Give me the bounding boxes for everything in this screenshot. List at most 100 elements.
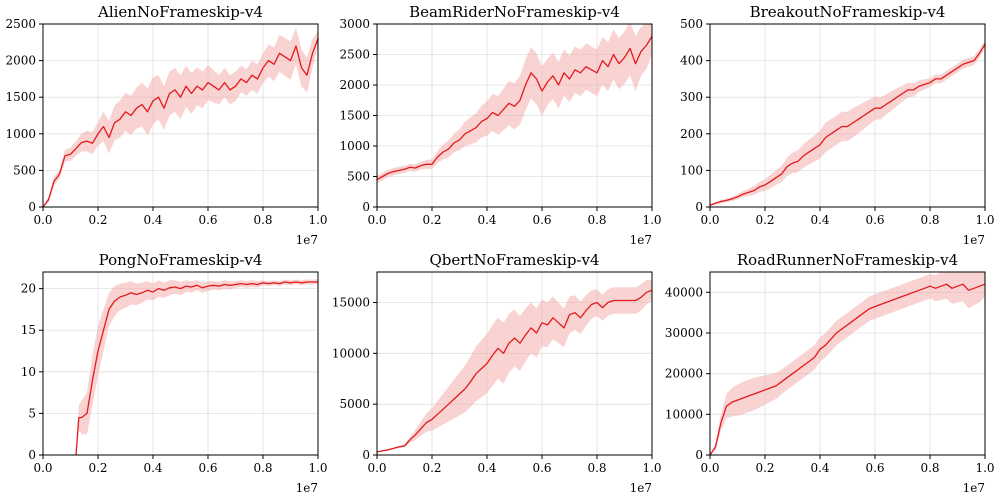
y-tick-label: 20000 <box>665 367 703 381</box>
x-offset-label: 1e7 <box>630 233 652 247</box>
x-tick-label: 0.8 <box>920 213 939 227</box>
chart-title: RoadRunnerNoFrameskip-v4 <box>737 251 958 269</box>
x-tick-label: 0.4 <box>477 213 496 227</box>
y-tick-label: 2000 <box>5 54 36 68</box>
x-tick-label: 0.2 <box>422 213 441 227</box>
y-tick-label: 5 <box>28 406 36 420</box>
confidence-band <box>377 24 652 184</box>
x-offset-label: 1e7 <box>963 233 985 247</box>
confidence-band <box>710 272 985 455</box>
series-line <box>43 38 318 207</box>
y-tick-label: 500 <box>680 17 703 31</box>
series-line <box>710 43 985 206</box>
x-tick-label: 0.4 <box>143 213 162 227</box>
x-tick-label: 0.4 <box>143 461 162 475</box>
x-tick-label: 0.0 <box>367 213 386 227</box>
x-tick-label: 0.6 <box>198 461 217 475</box>
x-tick-label: 0.8 <box>253 213 272 227</box>
y-tick-label: 15 <box>21 323 36 337</box>
y-tick-label: 2500 <box>5 17 36 31</box>
x-offset-label: 1e7 <box>296 233 318 247</box>
chart-panel: 0.0 0.2 0.4 0.6 0.8 1.0 0 500 1000 1500 2000 2500 30… <box>339 3 661 247</box>
y-tick-label: 0 <box>362 200 370 214</box>
chart-panel: 0.0 0.2 0.4 0.6 0.8 1.0 0 10000 20000 30000 40000 1… <box>665 251 995 495</box>
x-offset-label: 1e7 <box>630 481 652 495</box>
x-tick-label: 0.2 <box>88 213 107 227</box>
x-tick-label: 0.2 <box>755 213 774 227</box>
x-tick-label: 0.4 <box>810 213 829 227</box>
x-tick-label: 0.6 <box>865 213 884 227</box>
x-tick-label: 1.0 <box>308 213 327 227</box>
axes-frame <box>709 271 986 456</box>
series-line <box>377 35 652 181</box>
chart-panel: 0.0 0.2 0.4 0.6 0.8 1.0 0 500 1000 1500 2000 2500 1e… <box>5 3 327 247</box>
x-tick-label: 1.0 <box>975 461 994 475</box>
x-tick-label: 0.8 <box>920 461 939 475</box>
y-tick-label: 1500 <box>339 109 370 123</box>
x-tick-label: 1.0 <box>642 213 661 227</box>
x-tick-label: 0.8 <box>587 461 606 475</box>
y-tick-label: 2000 <box>339 78 370 92</box>
axes-frame <box>42 271 319 456</box>
y-tick-label: 10000 <box>332 346 370 360</box>
x-tick-label: 0.0 <box>700 461 719 475</box>
y-tick-label: 40000 <box>665 285 703 299</box>
y-tick-label: 5000 <box>339 397 370 411</box>
y-tick-label: 20 <box>21 282 36 296</box>
axes-frame <box>376 271 653 456</box>
x-tick-label: 0.8 <box>587 213 606 227</box>
x-tick-label: 0.0 <box>700 213 719 227</box>
x-tick-label: 0.0 <box>367 461 386 475</box>
x-tick-label: 0.0 <box>33 213 52 227</box>
series-line <box>710 283 985 455</box>
y-tick-label: 1000 <box>5 127 36 141</box>
x-tick-label: 0.8 <box>253 461 272 475</box>
y-tick-label: 10000 <box>665 407 703 421</box>
y-tick-label: 2500 <box>339 48 370 62</box>
y-tick-label: 100 <box>680 163 703 177</box>
x-tick-label: 0.0 <box>33 461 52 475</box>
y-tick-label: 0 <box>28 200 36 214</box>
y-tick-label: 500 <box>13 163 36 177</box>
y-tick-label: 500 <box>347 170 370 184</box>
chart-title: PongNoFrameskip-v4 <box>99 251 263 269</box>
x-offset-label: 1e7 <box>963 481 985 495</box>
y-tick-label: 1000 <box>339 139 370 153</box>
x-tick-label: 0.6 <box>532 461 551 475</box>
y-tick-label: 200 <box>680 127 703 141</box>
x-tick-label: 0.4 <box>810 461 829 475</box>
chart-title: BeamRiderNoFrameskip-v4 <box>409 3 620 21</box>
confidence-band <box>377 280 652 453</box>
x-tick-label: 1.0 <box>975 213 994 227</box>
x-tick-label: 0.2 <box>755 461 774 475</box>
y-tick-label: 0 <box>28 448 36 462</box>
chart-panel: 0.0 0.2 0.4 0.6 0.8 1.0 0 5000 10000 15000 1e7 Qber… <box>332 251 662 495</box>
axes-frame <box>42 23 319 208</box>
x-tick-label: 0.4 <box>477 461 496 475</box>
chart-title: QbertNoFrameskip-v4 <box>429 251 599 269</box>
series-line <box>75 281 318 455</box>
y-tick-label: 0 <box>695 200 703 214</box>
y-tick-label: 15000 <box>332 296 370 310</box>
y-tick-label: 1500 <box>5 90 36 104</box>
confidence-band <box>76 279 318 455</box>
x-tick-label: 0.2 <box>88 461 107 475</box>
x-tick-label: 0.6 <box>865 461 884 475</box>
y-tick-label: 10 <box>21 365 36 379</box>
axes-frame <box>709 23 986 208</box>
confidence-band <box>43 27 318 207</box>
y-tick-label: 3000 <box>339 17 370 31</box>
y-tick-label: 400 <box>680 54 703 68</box>
x-tick-label: 0.6 <box>532 213 551 227</box>
x-offset-label: 1e7 <box>296 481 318 495</box>
chart-panel: 0.0 0.2 0.4 0.6 0.8 1.0 0 100 200 300 400 500 1e7 Bre… <box>680 3 994 247</box>
chart-title: AlienNoFrameskip-v4 <box>97 3 263 21</box>
confidence-band <box>710 40 985 207</box>
x-tick-label: 1.0 <box>642 461 661 475</box>
chart-title: BreakoutNoFrameskip-v4 <box>750 3 946 21</box>
y-tick-label: 0 <box>695 448 703 462</box>
x-tick-label: 1.0 <box>308 461 327 475</box>
y-tick-label: 0 <box>362 448 370 462</box>
y-tick-label: 300 <box>680 90 703 104</box>
